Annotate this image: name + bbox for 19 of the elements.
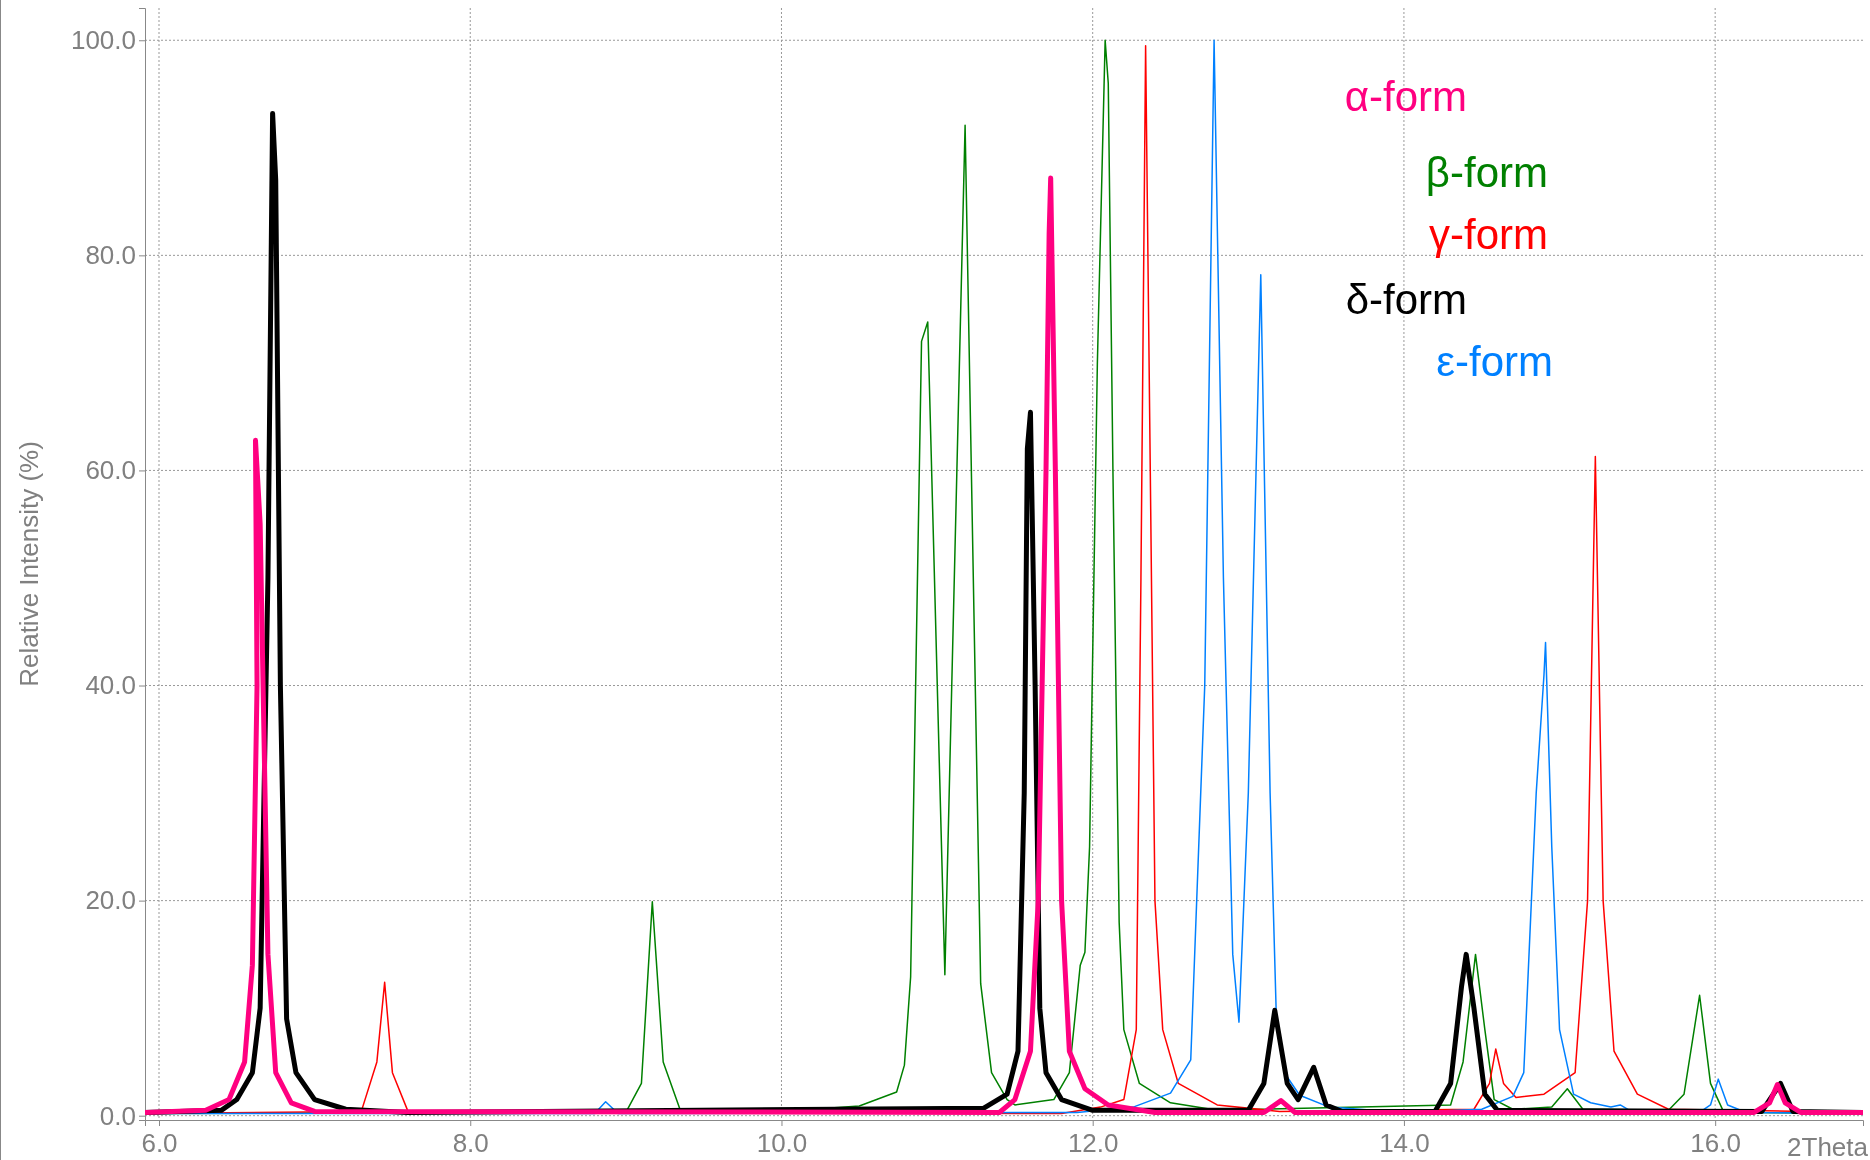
- text: ε-form: [1436, 338, 1553, 385]
- text: α-form: [1344, 73, 1467, 120]
- x-tick-label: 12.0: [1067, 1128, 1119, 1159]
- x-tick-label: 14.0: [1379, 1128, 1430, 1159]
- x-axis-title: 2Theta: [1787, 1132, 1869, 1160]
- text: γ-form: [1429, 211, 1548, 258]
- y-tick-label: 60.0: [85, 455, 136, 486]
- y-tick-label: 0.0: [99, 1100, 136, 1131]
- x-tick-label: 6.0: [141, 1128, 178, 1159]
- x-tick-label: 16.0: [1690, 1128, 1741, 1159]
- x-tick-label: 10.0: [756, 1128, 808, 1159]
- x-tick-label: 8.0: [452, 1128, 489, 1159]
- y-tick-label: 40.0: [85, 670, 136, 701]
- y-axis-title: Relative Intensity (%): [14, 441, 44, 687]
- text: δ-form: [1345, 276, 1467, 323]
- y-tick-label: 100.0: [70, 25, 136, 56]
- y-tick-label: 20.0: [85, 885, 136, 916]
- text: β-form: [1425, 149, 1548, 196]
- y-tick-label: 80.0: [85, 240, 136, 271]
